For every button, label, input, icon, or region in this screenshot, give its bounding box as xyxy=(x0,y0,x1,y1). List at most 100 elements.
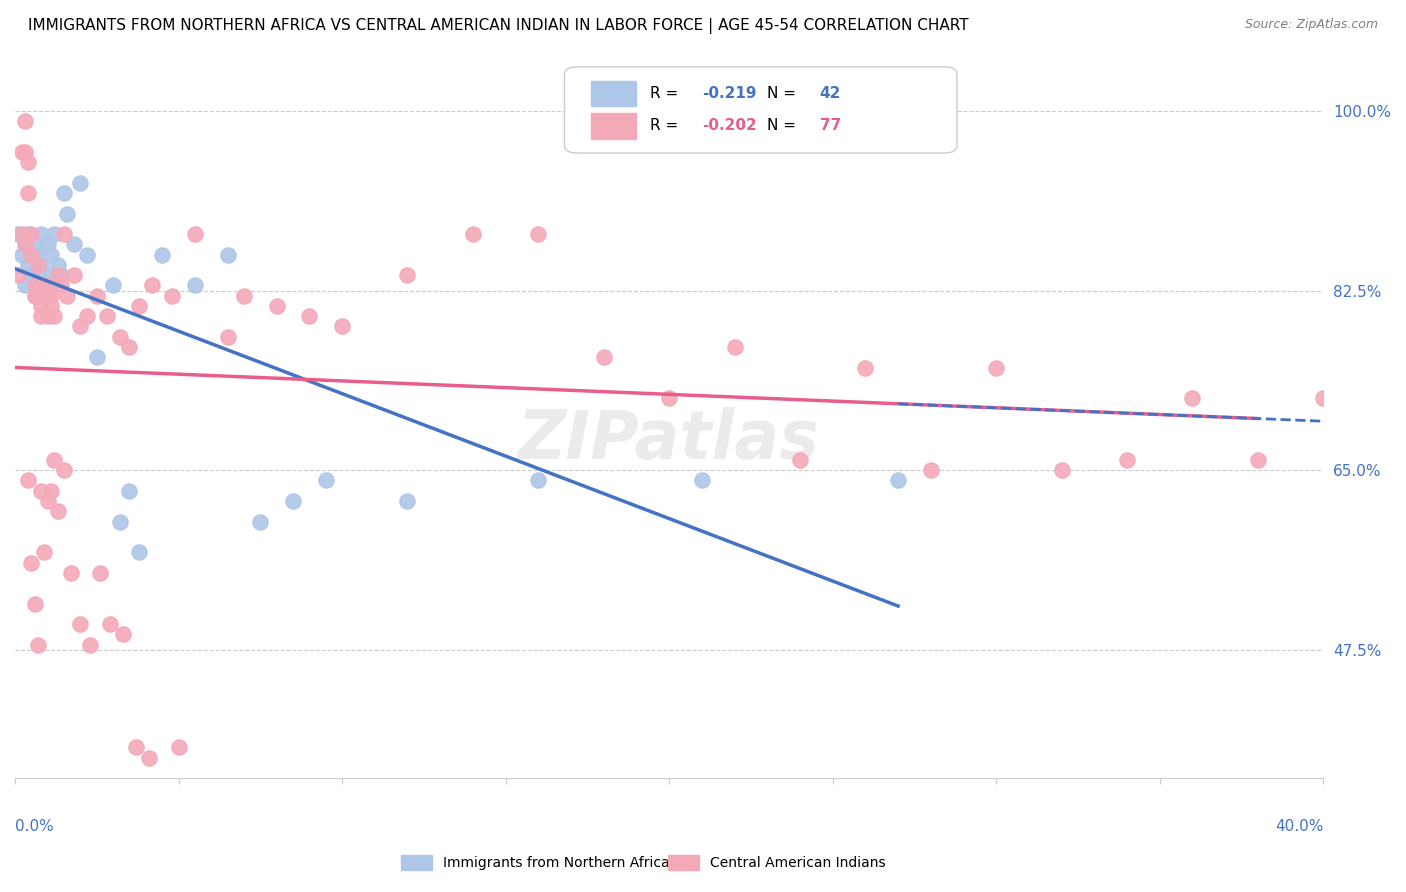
Text: ZIPatlas: ZIPatlas xyxy=(519,408,820,474)
Point xyxy=(111,627,134,641)
Point xyxy=(20,268,42,282)
Point xyxy=(86,351,108,365)
Point xyxy=(184,278,207,293)
Point xyxy=(7,268,30,282)
Point xyxy=(39,247,62,261)
Point xyxy=(1181,392,1204,406)
Point xyxy=(125,740,148,755)
Text: N =: N = xyxy=(768,86,801,101)
Text: R =: R = xyxy=(650,86,683,101)
Point xyxy=(20,556,42,570)
Point xyxy=(49,268,72,282)
Point xyxy=(39,268,62,282)
Point xyxy=(315,474,337,488)
Point xyxy=(396,268,419,282)
Point xyxy=(167,740,190,755)
Text: Source: ZipAtlas.com: Source: ZipAtlas.com xyxy=(1244,18,1378,31)
Point xyxy=(592,351,614,365)
Point xyxy=(184,227,207,241)
Point xyxy=(396,494,419,508)
Point xyxy=(30,483,52,498)
Point xyxy=(101,278,124,293)
Point xyxy=(27,247,49,261)
Point xyxy=(128,299,150,313)
Point xyxy=(10,227,32,241)
Text: 0.0%: 0.0% xyxy=(15,819,53,834)
Point xyxy=(37,237,59,252)
Point xyxy=(1312,392,1334,406)
Text: 77: 77 xyxy=(820,119,841,133)
Point xyxy=(44,227,66,241)
Point xyxy=(128,545,150,559)
Point xyxy=(53,186,76,200)
Point xyxy=(76,247,98,261)
Point xyxy=(37,288,59,302)
Point xyxy=(7,227,30,241)
Point xyxy=(14,278,37,293)
Point xyxy=(44,453,66,467)
Point xyxy=(37,310,59,324)
Point xyxy=(44,310,66,324)
Point xyxy=(108,515,131,529)
FancyBboxPatch shape xyxy=(564,67,957,153)
Text: -0.219: -0.219 xyxy=(702,86,756,101)
Point xyxy=(30,227,52,241)
Point xyxy=(98,617,121,632)
Point xyxy=(39,483,62,498)
Point xyxy=(20,247,42,261)
Point xyxy=(24,288,46,302)
Point xyxy=(461,227,484,241)
Point xyxy=(658,392,681,406)
Point xyxy=(56,206,79,220)
Point xyxy=(920,463,942,477)
Point xyxy=(34,278,56,293)
Point xyxy=(138,750,160,764)
Point xyxy=(17,474,39,488)
Point xyxy=(527,227,550,241)
Point xyxy=(330,319,353,334)
Point xyxy=(887,474,910,488)
Point xyxy=(217,247,239,261)
FancyBboxPatch shape xyxy=(591,81,637,106)
Point xyxy=(14,114,37,128)
Point xyxy=(20,227,42,241)
Point xyxy=(37,278,59,293)
Point xyxy=(17,155,39,169)
Point xyxy=(30,310,52,324)
Point xyxy=(986,360,1008,375)
Point xyxy=(1116,453,1139,467)
Point xyxy=(69,319,91,334)
Point xyxy=(10,247,32,261)
Point xyxy=(59,566,82,580)
FancyBboxPatch shape xyxy=(591,113,637,138)
Point xyxy=(281,494,304,508)
Point xyxy=(217,330,239,344)
Point xyxy=(160,288,183,302)
Point xyxy=(49,278,72,293)
Point xyxy=(37,494,59,508)
Point xyxy=(14,237,37,252)
Point xyxy=(34,278,56,293)
Point xyxy=(89,566,111,580)
Text: N =: N = xyxy=(768,119,801,133)
Point xyxy=(27,288,49,302)
Point xyxy=(86,288,108,302)
Point xyxy=(56,288,79,302)
Text: R =: R = xyxy=(650,119,683,133)
Point xyxy=(24,237,46,252)
Point xyxy=(150,247,173,261)
Point xyxy=(108,330,131,344)
Text: Immigrants from Northern Africa: Immigrants from Northern Africa xyxy=(443,855,669,870)
Text: -0.202: -0.202 xyxy=(702,119,756,133)
Point xyxy=(17,258,39,272)
Point xyxy=(27,638,49,652)
Text: IMMIGRANTS FROM NORTHERN AFRICA VS CENTRAL AMERICAN INDIAN IN LABOR FORCE | AGE : IMMIGRANTS FROM NORTHERN AFRICA VS CENTR… xyxy=(28,18,969,34)
Point xyxy=(527,474,550,488)
Point xyxy=(266,299,288,313)
Point xyxy=(249,515,271,529)
Point xyxy=(233,288,256,302)
Point xyxy=(53,227,76,241)
Point xyxy=(1247,453,1270,467)
Point xyxy=(63,268,86,282)
Point xyxy=(96,310,118,324)
